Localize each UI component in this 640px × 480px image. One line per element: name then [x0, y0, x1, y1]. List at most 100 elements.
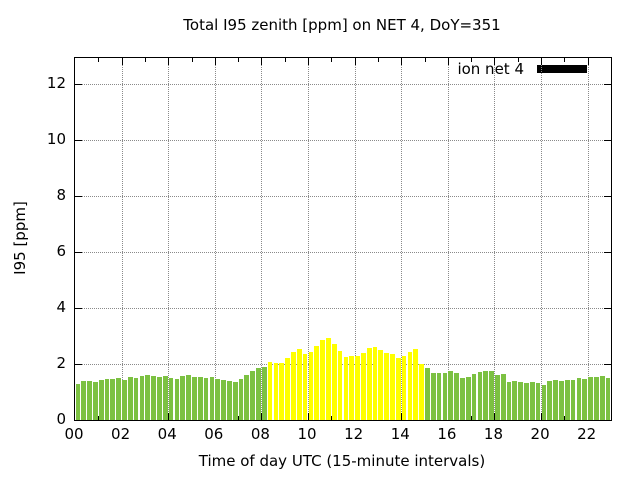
- data-bar: [378, 350, 384, 420]
- plot-area: ion net 4: [74, 57, 612, 421]
- x-axis-tick: [424, 58, 426, 62]
- data-bar: [372, 346, 378, 420]
- data-bar: [465, 376, 471, 420]
- y-axis-tick: [604, 84, 611, 85]
- data-bar: [553, 379, 558, 420]
- data-bar: [489, 371, 494, 420]
- x-axis-tick: [517, 58, 519, 62]
- legend-swatch: [537, 65, 587, 73]
- data-bar: [547, 381, 553, 420]
- x-axis-tick: [308, 58, 310, 65]
- data-bar: [168, 378, 174, 420]
- data-bar: [436, 373, 442, 420]
- data-bar: [203, 378, 209, 420]
- v-gridline: [494, 58, 496, 420]
- v-gridline: [587, 58, 589, 420]
- v-gridline: [308, 58, 310, 420]
- data-bar: [256, 367, 261, 420]
- x-axis-tick: [144, 58, 146, 62]
- y-tick-label: 2: [56, 354, 66, 372]
- data-bar: [308, 351, 314, 420]
- x-axis-tick: [564, 58, 566, 62]
- data-bar: [326, 337, 331, 420]
- data-bar: [448, 371, 454, 420]
- x-tick-label: 06: [204, 425, 224, 443]
- data-bar: [110, 379, 116, 420]
- x-axis-tick: [377, 58, 379, 62]
- v-gridline: [261, 58, 263, 420]
- data-bar: [267, 362, 273, 420]
- v-gridline: [447, 58, 449, 420]
- y-tick-label: 12: [46, 74, 66, 92]
- y-axis-tick: [75, 140, 82, 141]
- data-bar: [494, 374, 500, 420]
- data-bar: [360, 352, 366, 420]
- data-bar: [127, 377, 133, 420]
- data-bar: [430, 373, 436, 420]
- data-bar: [413, 349, 419, 420]
- data-bar: [314, 346, 320, 420]
- data-bar: [244, 375, 250, 420]
- data-bar: [291, 351, 296, 420]
- y-tick-label: 10: [46, 130, 66, 148]
- data-bar: [390, 354, 395, 420]
- y-axis-tick: [604, 196, 611, 197]
- data-bar: [500, 374, 506, 420]
- y-axis-tick: [604, 364, 611, 365]
- data-bar: [454, 372, 459, 420]
- data-bar: [594, 376, 599, 420]
- data-bar: [279, 363, 285, 420]
- y-axis-tick: [75, 196, 82, 197]
- chart-title: Total I95 zenith [ppm] on NET 4, DoY=351: [183, 16, 501, 34]
- data-bar: [162, 375, 168, 420]
- data-bar: [477, 372, 483, 420]
- y-axis-tick: [604, 252, 611, 253]
- data-bar: [512, 381, 518, 420]
- x-axis-tick: [98, 58, 100, 62]
- x-tick-label: 00: [64, 425, 84, 443]
- data-bar: [261, 366, 267, 420]
- data-bar: [349, 355, 355, 420]
- v-gridline: [168, 58, 170, 420]
- data-bar: [87, 380, 92, 420]
- data-bar: [151, 375, 156, 420]
- data-bar: [582, 379, 588, 420]
- data-bar: [559, 380, 564, 420]
- data-bar: [483, 371, 489, 420]
- data-bar: [576, 378, 582, 420]
- data-bar: [133, 377, 139, 420]
- data-bar: [75, 383, 81, 420]
- x-axis-tick: [494, 58, 496, 65]
- x-axis-tick: [447, 58, 449, 65]
- data-bar: [92, 381, 98, 420]
- data-bar: [174, 378, 180, 420]
- h-gridline: [75, 308, 611, 309]
- data-bar: [524, 383, 529, 420]
- data-bar: [337, 351, 343, 420]
- y-axis-tick: [604, 140, 611, 141]
- y-axis-tick: [604, 308, 611, 309]
- data-bar: [541, 384, 547, 420]
- data-bar: [384, 352, 389, 420]
- x-axis-tick: [587, 58, 589, 65]
- data-bar: [232, 381, 238, 420]
- data-bar: [599, 375, 605, 420]
- data-bar: [320, 339, 325, 420]
- data-bar: [425, 368, 430, 420]
- h-gridline: [75, 140, 611, 141]
- y-tick-label: 0: [56, 410, 66, 428]
- data-bar: [302, 354, 308, 420]
- data-bar: [343, 356, 349, 420]
- data-bar: [197, 377, 203, 420]
- data-bar: [186, 374, 191, 420]
- data-bar: [145, 374, 151, 420]
- data-bar: [104, 379, 110, 420]
- v-gridline: [214, 58, 216, 420]
- data-bar: [285, 357, 290, 420]
- h-gridline: [75, 252, 611, 253]
- data-bar: [273, 363, 279, 420]
- data-bar: [419, 364, 424, 420]
- data-bar: [471, 374, 477, 420]
- x-axis-tick: [331, 58, 333, 62]
- data-bar: [407, 351, 413, 420]
